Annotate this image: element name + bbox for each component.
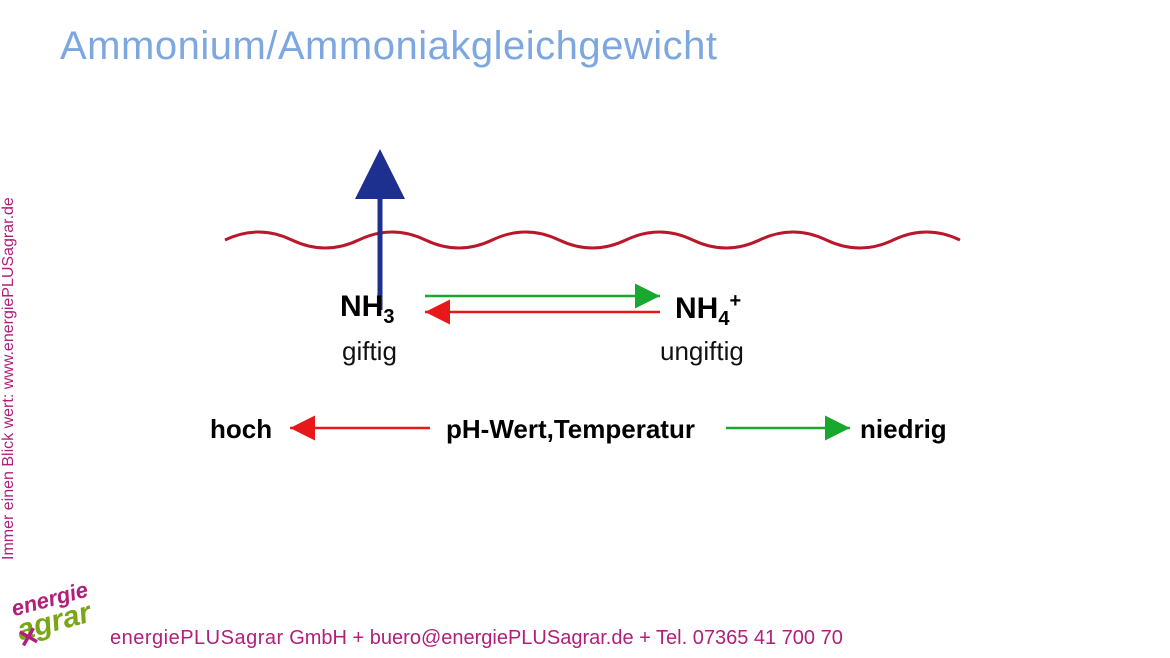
ph-arrows — [200, 410, 980, 450]
nh4-label: ungiftig — [660, 336, 744, 367]
nh3-label: giftig — [342, 336, 397, 367]
equilibrium-diagram: NH3 NH4+ giftig ungiftig hoch pH — [200, 180, 980, 520]
slide: Ammonium/Ammoniakgleichgewicht Immer ein… — [0, 0, 1170, 658]
footer-brand: energiePLUSagrar — [110, 627, 284, 649]
slide-title: Ammonium/Ammoniakgleichgewicht — [60, 24, 717, 69]
side-url-text: Immer einen Blick wert: www.energiePLUSa… — [0, 197, 18, 560]
footer-rest: GmbH + buero@energiePLUSagrar.de + Tel. … — [284, 627, 843, 649]
brand-logo: energie agrar ✕ — [10, 580, 97, 643]
footer-text: energiePLUSagrar GmbH + buero@energiePLU… — [110, 627, 843, 650]
equilibrium-arrows — [200, 280, 980, 320]
